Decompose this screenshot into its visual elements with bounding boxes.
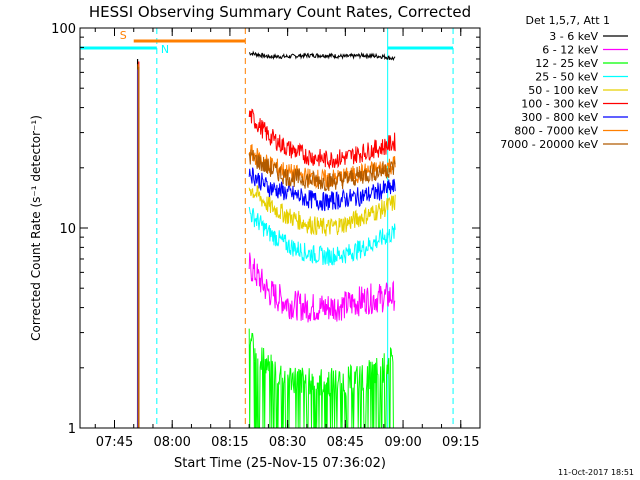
legend-title: Det 1,5,7, Att 1: [526, 14, 610, 27]
legend-entry-label: 7000 - 20000 keV: [500, 138, 598, 151]
legend-entry-label: 800 - 7000 keV: [514, 125, 598, 138]
x-tick-label: 08:45: [327, 435, 364, 450]
series-3: [136, 72, 396, 428]
x-tick-label: 08:15: [211, 435, 248, 450]
x-tick-label: 09:00: [384, 435, 421, 450]
flag-label: N: [161, 43, 169, 56]
x-axis-label: Start Time (25-Nov-15 07:36:02): [174, 456, 386, 471]
legend-entry-label: 3 - 6 keV: [549, 30, 598, 43]
legend-entry-label: 6 - 12 keV: [542, 44, 598, 57]
timestamp: 11-Oct-2017 18:51: [558, 468, 634, 477]
legend-entry-label: 25 - 50 keV: [535, 71, 598, 84]
series-line: [248, 167, 396, 212]
plot-area: SN: [80, 28, 454, 429]
series-line: [248, 252, 396, 323]
x-tick-label: 07:45: [96, 435, 133, 450]
flag-label: S: [120, 29, 127, 42]
legend-entry-label: 300 - 800 keV: [521, 111, 598, 124]
y-tick-label: 10: [59, 222, 76, 237]
series-line: [248, 206, 396, 266]
series-line: [248, 185, 396, 237]
series-8: [138, 66, 396, 428]
legend-entry-label: 50 - 100 keV: [528, 84, 598, 97]
series-line: [248, 108, 396, 170]
legend-entry-label: 12 - 25 keV: [535, 57, 598, 70]
chart-title: HESSI Observing Summary Count Rates, Cor…: [89, 3, 471, 21]
x-tick-label: 09:15: [442, 435, 479, 450]
series-4: [137, 65, 396, 428]
x-axis: 07:45 08:00 08:15 08:30 08:45 09:00 09:15: [94, 28, 481, 450]
x-tick-label: 08:00: [153, 435, 190, 450]
legend-entry-label: 100 - 300 keV: [521, 98, 598, 111]
series-line: [248, 149, 396, 192]
y-axis: 1 10 100: [51, 22, 480, 437]
x-tick-label: 08:30: [269, 435, 306, 450]
series-5: [138, 61, 396, 428]
series-7: [137, 64, 396, 428]
series-line: [248, 328, 396, 429]
y-tick-label: 100: [51, 22, 76, 37]
series-line: [249, 50, 396, 62]
plot-frame: [79, 27, 481, 429]
y-tick-label: 1: [68, 422, 76, 437]
y-axis-label: Corrected Count Rate (s⁻¹ detector⁻¹): [29, 115, 43, 341]
